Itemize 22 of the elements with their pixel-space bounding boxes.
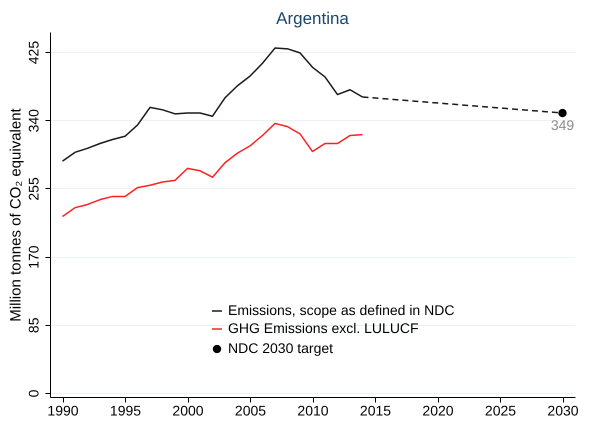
x-tick-label: 2000 bbox=[172, 402, 204, 418]
y-tick-label: 425 bbox=[26, 40, 42, 64]
x-tick-label: 2020 bbox=[422, 402, 454, 418]
y-tick-label: 340 bbox=[26, 108, 42, 132]
x-tick-label: 2030 bbox=[547, 402, 579, 418]
y-tick-label: 85 bbox=[26, 317, 42, 334]
line-series bbox=[62, 122, 364, 218]
y-tick-label: 170 bbox=[26, 245, 42, 269]
x-tick-label: 2010 bbox=[297, 402, 329, 418]
y-tick-label: 0 bbox=[26, 389, 42, 398]
x-tick-label: 2015 bbox=[360, 402, 392, 418]
x-tick-label: 2025 bbox=[484, 402, 516, 418]
x-tick-label: 2005 bbox=[234, 402, 266, 418]
data-label: 349 bbox=[550, 117, 574, 134]
legend-label: GHG Emissions excl. LULUCF bbox=[228, 320, 419, 336]
legend-label: NDC 2030 target bbox=[228, 340, 334, 356]
x-tick-label: 1990 bbox=[47, 402, 79, 418]
chart-title: Argentina bbox=[276, 9, 350, 28]
legend-label: Emissions, scope as defined in NDC bbox=[228, 302, 454, 318]
y-tick-label: 255 bbox=[26, 177, 42, 201]
y-axis-title: Million tonnes of CO₂ equivalent bbox=[8, 107, 24, 322]
x-tick-label: 1995 bbox=[110, 402, 142, 418]
